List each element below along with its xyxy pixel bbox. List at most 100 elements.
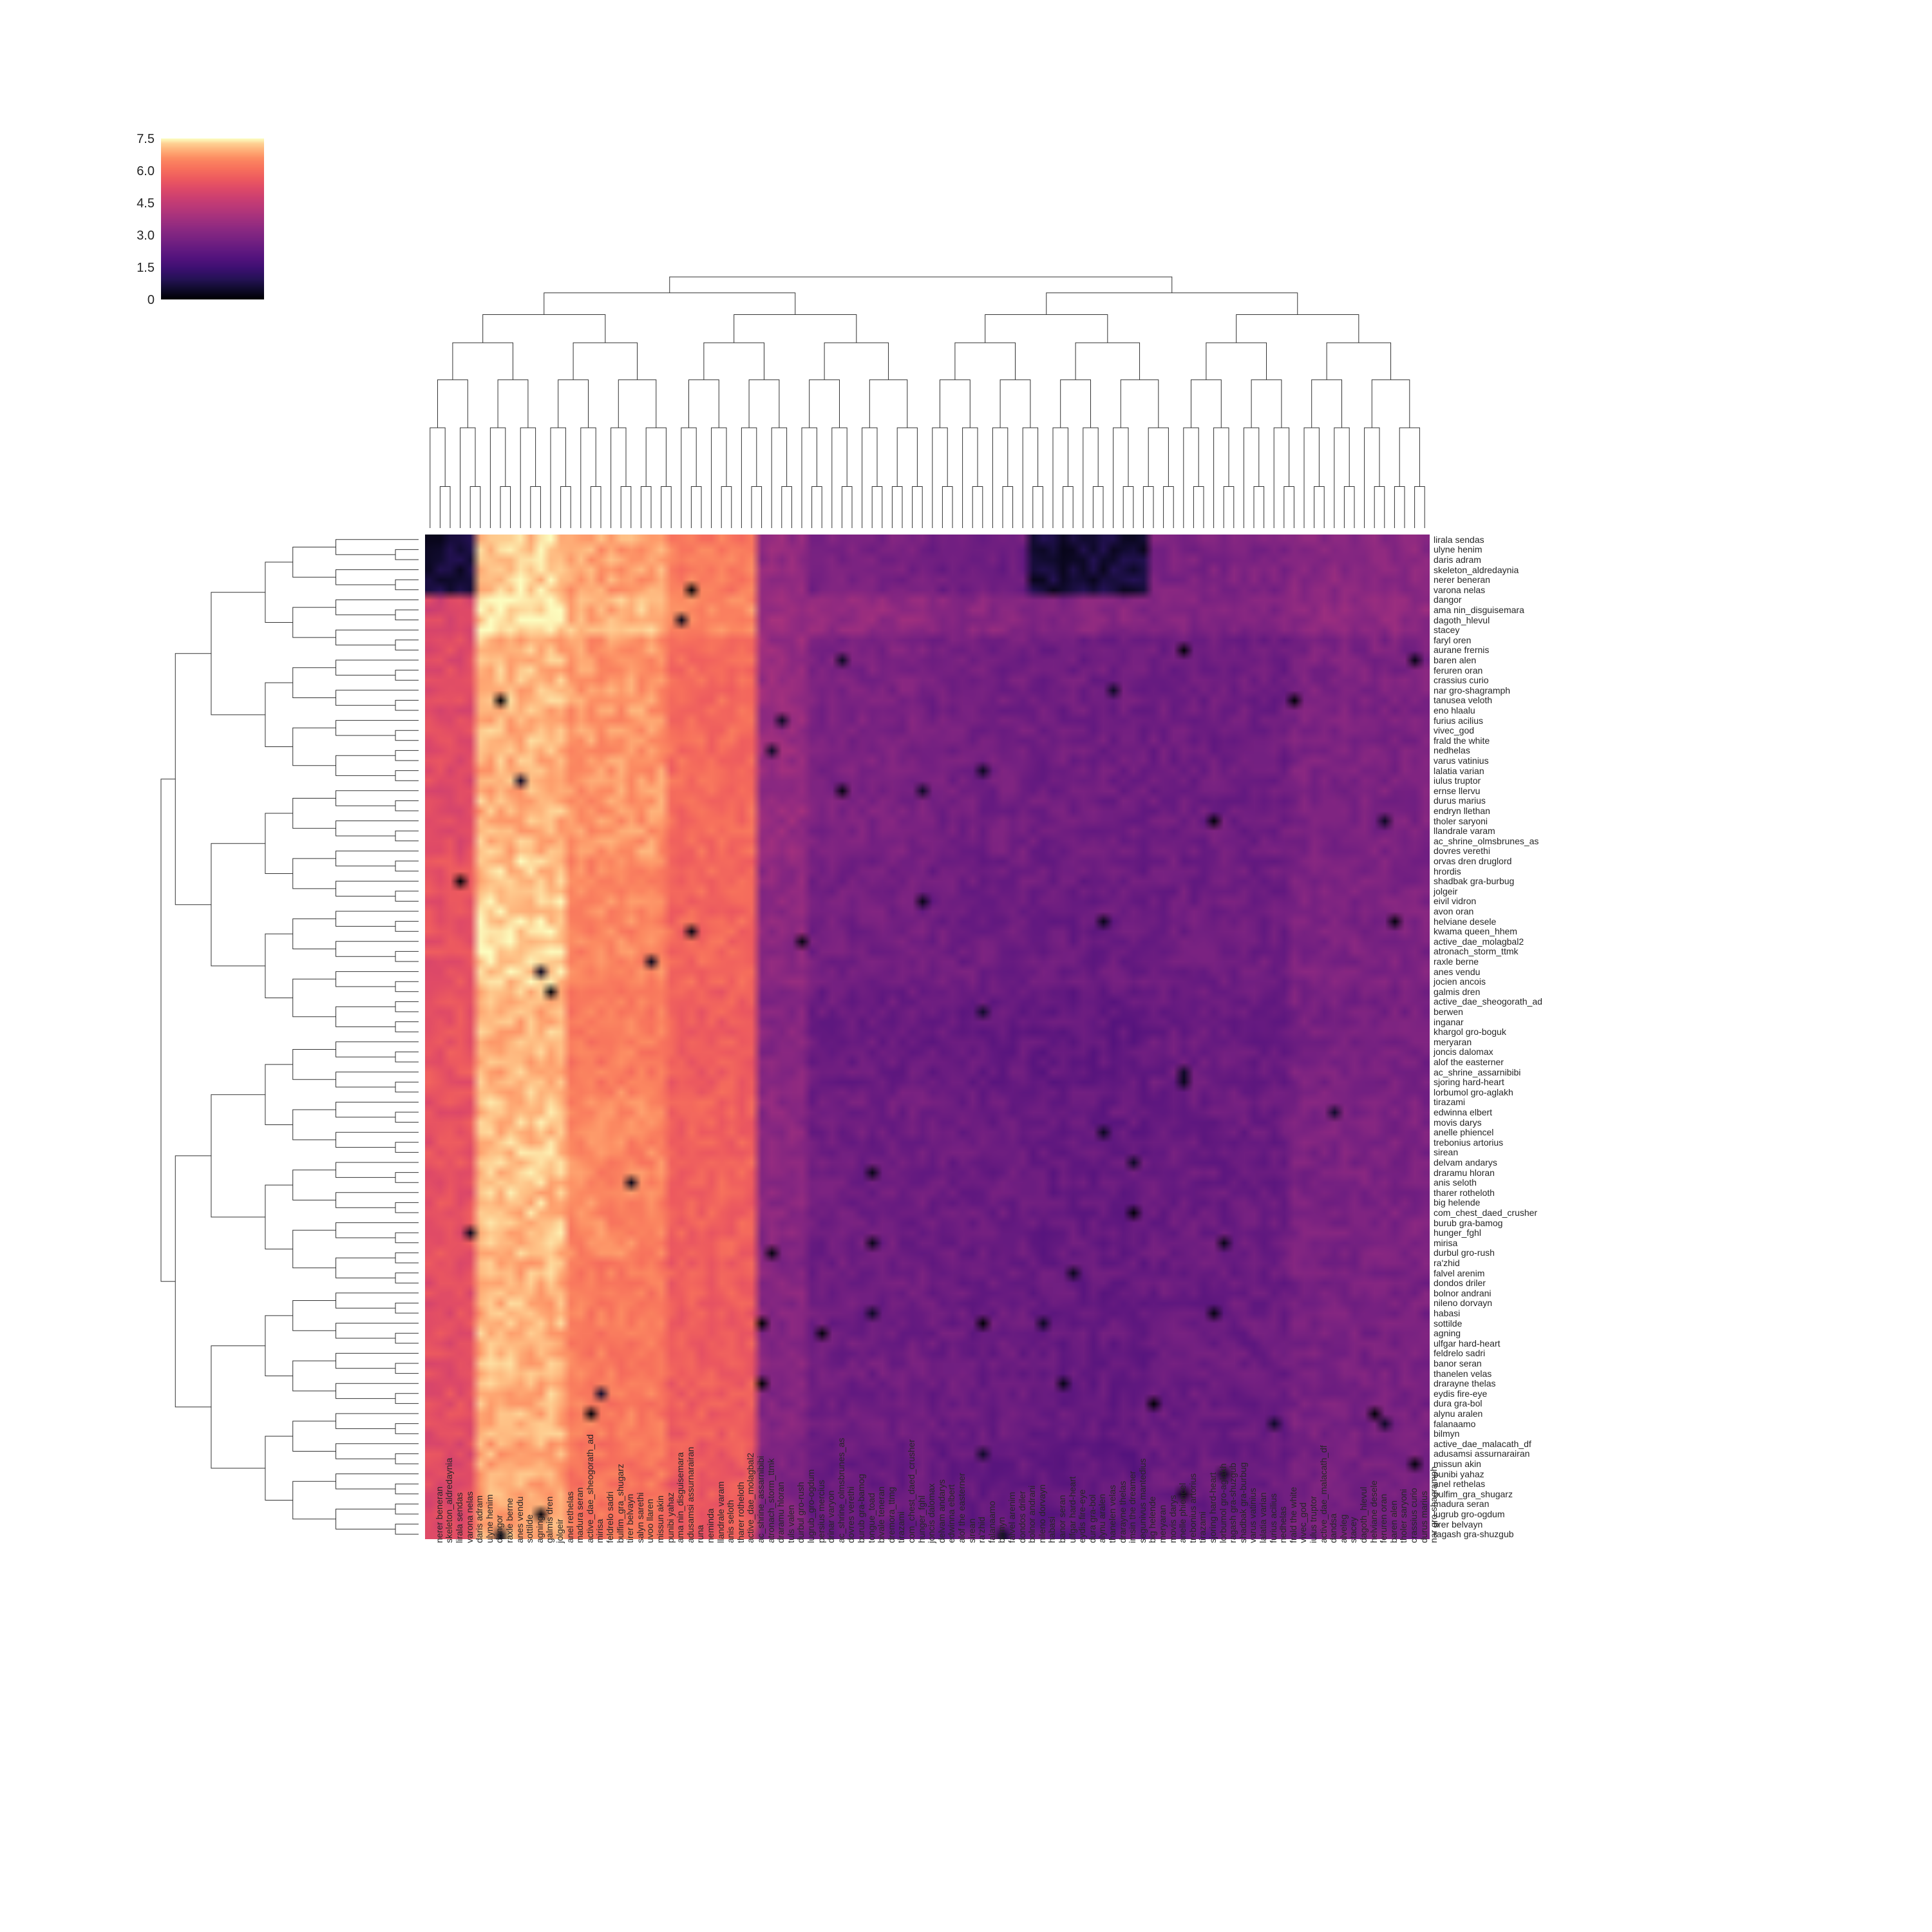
col-label: dovres verethi <box>846 1486 855 1543</box>
col-label: joncis dalomax <box>927 1483 936 1543</box>
row-label: hrordis <box>1434 867 1461 876</box>
col-label: active_dae_molagbal2 <box>746 1453 755 1543</box>
row-label: lorbumol gro-aglakh <box>1434 1088 1513 1097</box>
col-label: lirala sendas <box>455 1492 464 1543</box>
col-label: adusamsi assurnarairan <box>686 1447 695 1543</box>
col-label: sjoring hard-heart <box>1208 1472 1217 1543</box>
col-label: raxle berne <box>505 1498 514 1543</box>
row-label: big helende <box>1434 1198 1480 1207</box>
clustermap-figure: 01.53.04.56.07.5 lirala sendasulyne heni… <box>0 0 1932 1932</box>
row-label: eno hlaalu <box>1434 706 1475 715</box>
col-label: tuls valen <box>786 1505 795 1543</box>
row-label: lirala sendas <box>1434 535 1484 544</box>
colorbar <box>161 138 264 299</box>
row-label: movis darys <box>1434 1118 1482 1127</box>
col-label: daris adram <box>475 1495 484 1543</box>
col-label: stacey <box>1349 1517 1358 1543</box>
col-label: sirean <box>967 1519 976 1543</box>
row-label: thanelen velas <box>1434 1369 1492 1378</box>
row-label: nedhelas <box>1434 746 1470 755</box>
row-label: burub gra-bamog <box>1434 1218 1502 1227</box>
col-label: feldrelo sadri <box>605 1492 614 1543</box>
row-label: helviane desele <box>1434 917 1496 926</box>
col-label: nerer beneran <box>435 1486 444 1543</box>
row-label: varus vatinius <box>1434 756 1489 765</box>
row-label: faryl oren <box>1434 636 1471 645</box>
col-label: thanelen velas <box>1108 1485 1117 1543</box>
row-label: lugrub gro-ogdum <box>1434 1510 1505 1519</box>
row-label: daris adram <box>1434 555 1481 564</box>
col-label: anis seloth <box>726 1500 735 1543</box>
row-label: nar gro-shagramph <box>1434 686 1510 695</box>
col-label: llandrale varam <box>716 1481 725 1543</box>
col-label: burub gra-bamog <box>857 1474 866 1543</box>
col-label: movis darys <box>1168 1495 1177 1543</box>
col-label: eydis fire-eye <box>1077 1490 1086 1543</box>
col-label: bolnor andrani <box>1027 1485 1036 1543</box>
row-label: punibi yahaz <box>1434 1470 1484 1479</box>
row-label: anis seloth <box>1434 1178 1477 1187</box>
col-label: lorbumol gro-aglakh <box>1218 1463 1227 1543</box>
row-label: sjoring hard-heart <box>1434 1077 1504 1086</box>
row-label: jolgeir <box>1434 887 1457 896</box>
row-label: banor seran <box>1434 1359 1482 1368</box>
col-label: hunger_fghl <box>917 1495 926 1543</box>
row-label: nerer beneran <box>1434 575 1490 584</box>
col-label: nileno dorvayn <box>1037 1484 1046 1543</box>
col-label: missun akin <box>656 1495 665 1543</box>
row-label: inganar <box>1434 1018 1464 1027</box>
col-label: falanaamo <box>987 1501 996 1543</box>
col-label: bilmyn <box>997 1517 1006 1543</box>
row-label: ragash gra-shuzgub <box>1434 1530 1514 1539</box>
row-label: ulfgar hard-heart <box>1434 1339 1501 1348</box>
col-label: delvam andarys <box>937 1479 946 1543</box>
col-label: alof the easterner <box>957 1473 966 1543</box>
row-label: habasi <box>1434 1309 1460 1318</box>
row-label: sottilde <box>1434 1319 1462 1328</box>
col-label: drarayne thelas <box>1118 1481 1127 1543</box>
col-label: draramu hloran <box>776 1482 785 1543</box>
col-label: meryaran <box>1158 1505 1167 1543</box>
col-label: neminda <box>706 1508 715 1543</box>
col-label: drinar varyon <box>826 1490 835 1543</box>
row-label: meryaran <box>1434 1037 1472 1046</box>
col-label: dangor <box>495 1515 504 1543</box>
row-label: eivil vidron <box>1434 896 1476 905</box>
col-label: madura seran <box>575 1488 584 1543</box>
row-label: joncis dalomax <box>1434 1047 1493 1056</box>
col-label: durbul gro-rush <box>796 1482 805 1543</box>
col-label: iulus truptor <box>1309 1496 1318 1543</box>
col-label: lalatia varian <box>1258 1492 1267 1543</box>
col-label: durus marius <box>1419 1491 1428 1543</box>
row-label: anes vendu <box>1434 967 1480 976</box>
colorbar-tick-label: 6.0 <box>122 164 155 179</box>
col-label: alveleg <box>1339 1515 1348 1543</box>
row-label: dondos driler <box>1434 1278 1486 1287</box>
row-label: alynu aralen <box>1434 1409 1482 1418</box>
row-label: feruren oran <box>1434 666 1482 675</box>
row-label: tirer belvayn <box>1434 1520 1482 1529</box>
row-label: adusamsi assurnarairan <box>1434 1449 1530 1458</box>
row-label: crassius curio <box>1434 676 1489 685</box>
row-label: draramu hloran <box>1434 1168 1495 1177</box>
col-label: ulyne henim <box>485 1495 494 1544</box>
col-label: furius acilius <box>1269 1493 1278 1543</box>
row-label: dovres verethi <box>1434 846 1490 855</box>
col-label: anel rethelas <box>565 1492 574 1543</box>
col-label: helviane desele <box>1369 1481 1378 1543</box>
col-label: punibi yahaz <box>666 1492 675 1543</box>
row-label: galmis dren <box>1434 987 1480 996</box>
col-label: shadbak gra-burbug <box>1238 1463 1247 1543</box>
row-label: anelle phiencel <box>1434 1128 1493 1137</box>
heatmap <box>425 535 1430 1539</box>
row-label: falvel arenim <box>1434 1269 1484 1278</box>
row-label: llandrale varam <box>1434 826 1495 835</box>
row-label: ulyne henim <box>1434 545 1482 554</box>
col-label: varus vatinius <box>1248 1488 1257 1543</box>
col-label: com_chest_daed_crusher <box>907 1439 916 1543</box>
col-label: ragash gra-shuzgub <box>1228 1463 1237 1543</box>
col-label: agning <box>535 1516 544 1543</box>
col-label: uvoo llaren <box>645 1499 654 1544</box>
row-label: sirean <box>1434 1148 1458 1157</box>
row-label: skeleton_aldredaynia <box>1434 565 1519 574</box>
